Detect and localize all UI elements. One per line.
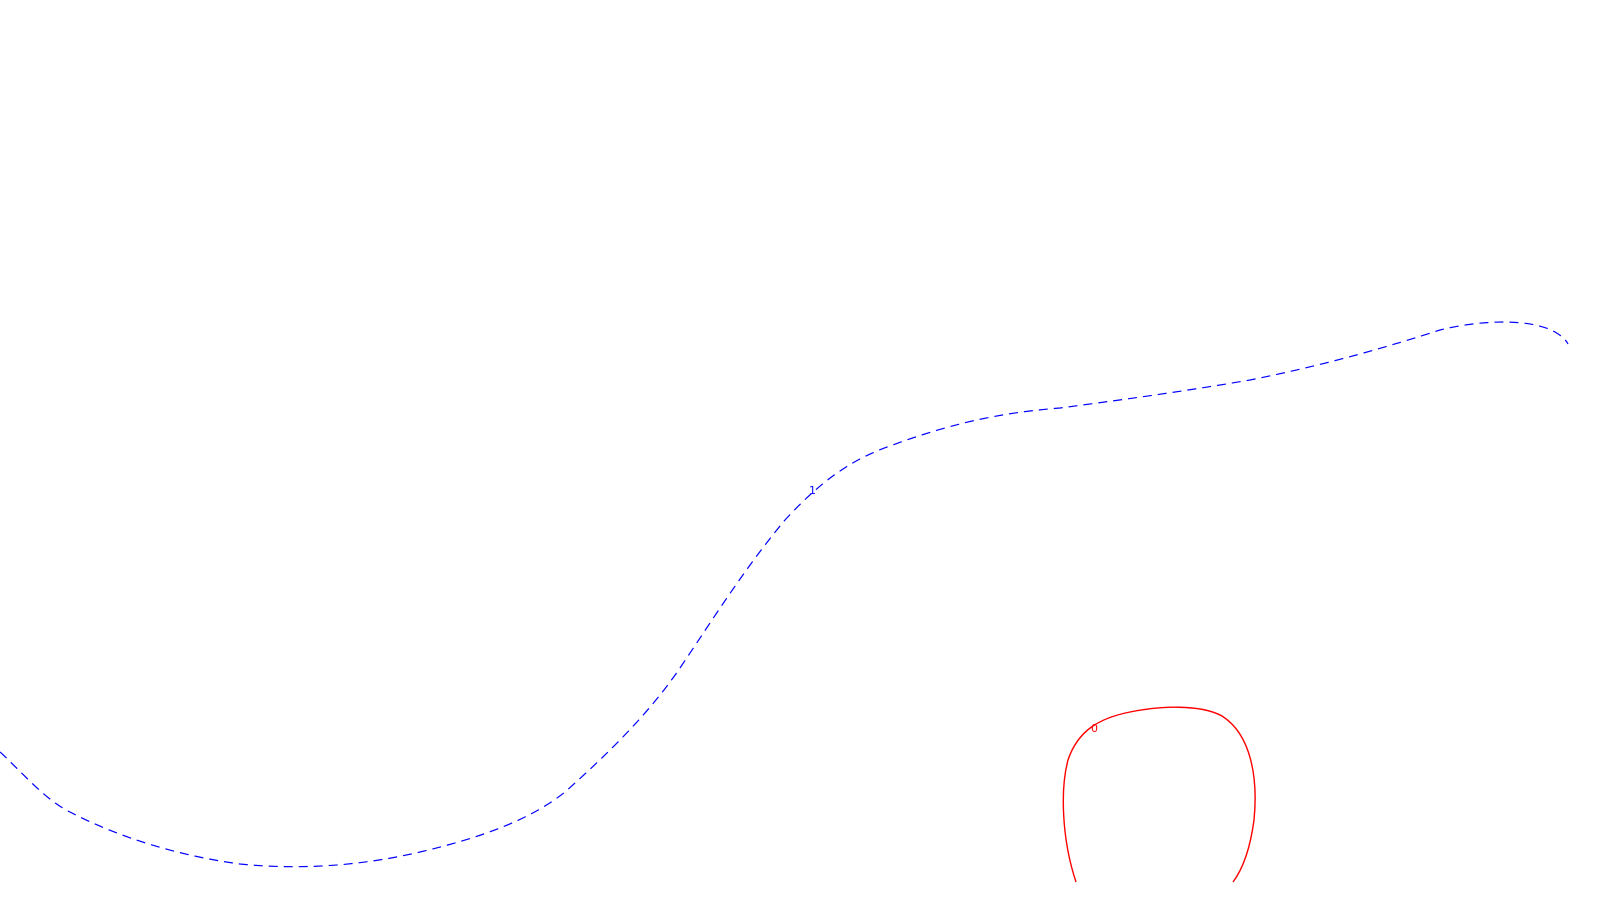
contour-line-level-0	[1062, 706, 1256, 883]
contour-label-level-0: 0	[1091, 722, 1098, 735]
contour-label-level-1: 1	[809, 484, 816, 497]
contour-line-level-1	[0, 321, 1569, 868]
